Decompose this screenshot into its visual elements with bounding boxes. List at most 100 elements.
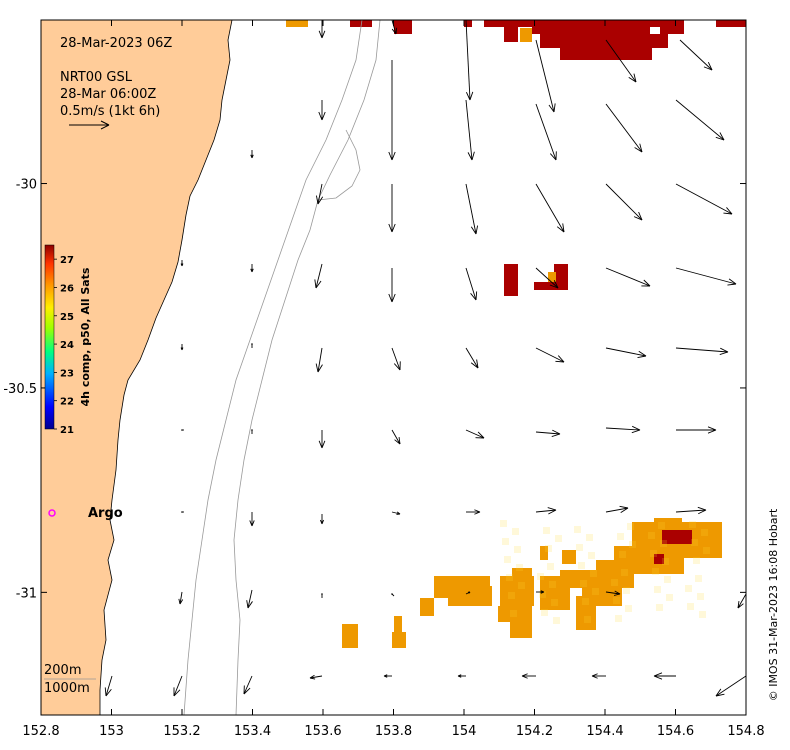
sst-pixel bbox=[545, 545, 552, 552]
current-arrow bbox=[180, 344, 184, 351]
sst-pixel bbox=[504, 556, 511, 563]
sst-pixel bbox=[687, 603, 694, 610]
sst-pixel bbox=[685, 585, 692, 592]
current-arrow bbox=[465, 20, 474, 101]
current-arrow bbox=[675, 183, 733, 215]
current-arrow bbox=[391, 593, 395, 597]
sst-pixel-block bbox=[448, 586, 492, 606]
sst-pixel bbox=[541, 609, 548, 616]
current-arrow bbox=[605, 267, 651, 287]
sst-pixel bbox=[615, 615, 622, 622]
current-arrow bbox=[605, 347, 647, 359]
sst-pixel-block bbox=[392, 632, 406, 648]
sst-pixel-block bbox=[716, 20, 746, 27]
sst-pixel bbox=[627, 523, 634, 530]
current-arrow bbox=[319, 514, 325, 525]
y-tick-label: -31 bbox=[16, 586, 37, 601]
argo-label: Argo bbox=[88, 506, 123, 521]
current-arrow bbox=[715, 675, 746, 697]
current-arrow bbox=[391, 347, 401, 371]
current-arrow bbox=[521, 673, 536, 679]
current-arrow bbox=[314, 263, 323, 289]
scale-arrow bbox=[69, 120, 110, 130]
current-arrow bbox=[465, 99, 475, 161]
current-arrow bbox=[465, 429, 485, 439]
current-arrow bbox=[535, 39, 556, 113]
current-arrow bbox=[391, 20, 398, 35]
sst-pixel bbox=[502, 538, 509, 545]
sst-pixel bbox=[621, 569, 628, 576]
sst-pixel bbox=[516, 564, 523, 571]
colorbar-label: 4h comp, p50, All Sats bbox=[79, 267, 92, 406]
current-arrow bbox=[250, 150, 254, 159]
sst-pixel bbox=[658, 522, 665, 529]
header-datetime: 28-Mar-2023 06Z bbox=[60, 36, 172, 51]
colorbar-tick-label: 26 bbox=[60, 283, 74, 294]
sst-pixel-block bbox=[554, 264, 568, 290]
sst-pixel-block bbox=[498, 606, 514, 622]
x-tick-label: 154.4 bbox=[586, 724, 623, 739]
sst-pixel-block bbox=[394, 616, 402, 632]
sst-pixel bbox=[697, 593, 704, 600]
current-arrow bbox=[465, 591, 471, 595]
current-arrow bbox=[388, 268, 396, 303]
current-arrow bbox=[605, 505, 629, 513]
sst-pixel-block bbox=[420, 598, 434, 616]
x-tick-label: 154 bbox=[452, 724, 477, 739]
colorbar-tick-label: 23 bbox=[60, 368, 74, 379]
sst-pixel-block bbox=[342, 624, 358, 648]
sst-pixel bbox=[586, 534, 593, 541]
current-arrow bbox=[388, 184, 396, 233]
sst-pixel bbox=[549, 581, 556, 588]
sst-pixel-block bbox=[600, 34, 652, 60]
current-arrow bbox=[391, 429, 401, 445]
sst-pixel bbox=[582, 598, 589, 605]
x-tick-label: 152.8 bbox=[22, 724, 59, 739]
sst-pixel bbox=[512, 528, 519, 535]
x-tick-label: 154.8 bbox=[727, 724, 764, 739]
sst-pixel bbox=[664, 576, 671, 583]
land bbox=[41, 20, 233, 715]
current-arrow bbox=[318, 100, 326, 121]
sst-pixel bbox=[617, 533, 624, 540]
current-arrow bbox=[535, 103, 557, 161]
sst-pixel bbox=[506, 574, 513, 581]
isobath-200m bbox=[233, 20, 381, 715]
sst-pixel bbox=[576, 544, 583, 551]
sst-pixel bbox=[619, 551, 626, 558]
sst-pixel bbox=[648, 532, 655, 539]
sst-pixel-block bbox=[510, 604, 532, 638]
colorbar-tick-label: 25 bbox=[60, 312, 74, 323]
current-arrow bbox=[737, 593, 746, 609]
current-arrow bbox=[318, 20, 326, 39]
sst-pixel bbox=[691, 539, 698, 546]
isobath-legend-1000m: 1000m bbox=[44, 681, 90, 696]
sst-pixel bbox=[555, 535, 562, 542]
current-arrow bbox=[675, 267, 737, 286]
current-arrow bbox=[465, 267, 478, 301]
current-arrow bbox=[535, 347, 565, 363]
sst-pixel bbox=[611, 579, 618, 586]
colorbar-tick-label: 22 bbox=[60, 397, 74, 408]
current-arrow bbox=[388, 60, 396, 161]
sst-pixel bbox=[623, 587, 630, 594]
sst-pixel bbox=[547, 563, 554, 570]
current-arrow bbox=[249, 512, 255, 527]
sst-pixel bbox=[689, 521, 696, 528]
header-product: NRT00 GSL bbox=[60, 70, 133, 85]
sst-pixel-block bbox=[540, 546, 548, 560]
current-arrow bbox=[675, 506, 707, 515]
sst-pixel-block bbox=[628, 34, 642, 48]
sst-pixel bbox=[625, 605, 632, 612]
current-arrow bbox=[605, 183, 643, 221]
current-arrow bbox=[318, 430, 326, 449]
current-arrow bbox=[180, 260, 184, 267]
sst-pixel bbox=[699, 611, 706, 618]
current-arrow bbox=[181, 511, 184, 513]
x-tick-label: 153.4 bbox=[234, 724, 271, 739]
credit-text: © IMOS 31-Mar-2023 16:08 Hobart bbox=[767, 508, 780, 701]
current-arrow bbox=[675, 347, 729, 356]
current-arrow bbox=[605, 103, 643, 153]
current-arrow bbox=[605, 590, 621, 596]
